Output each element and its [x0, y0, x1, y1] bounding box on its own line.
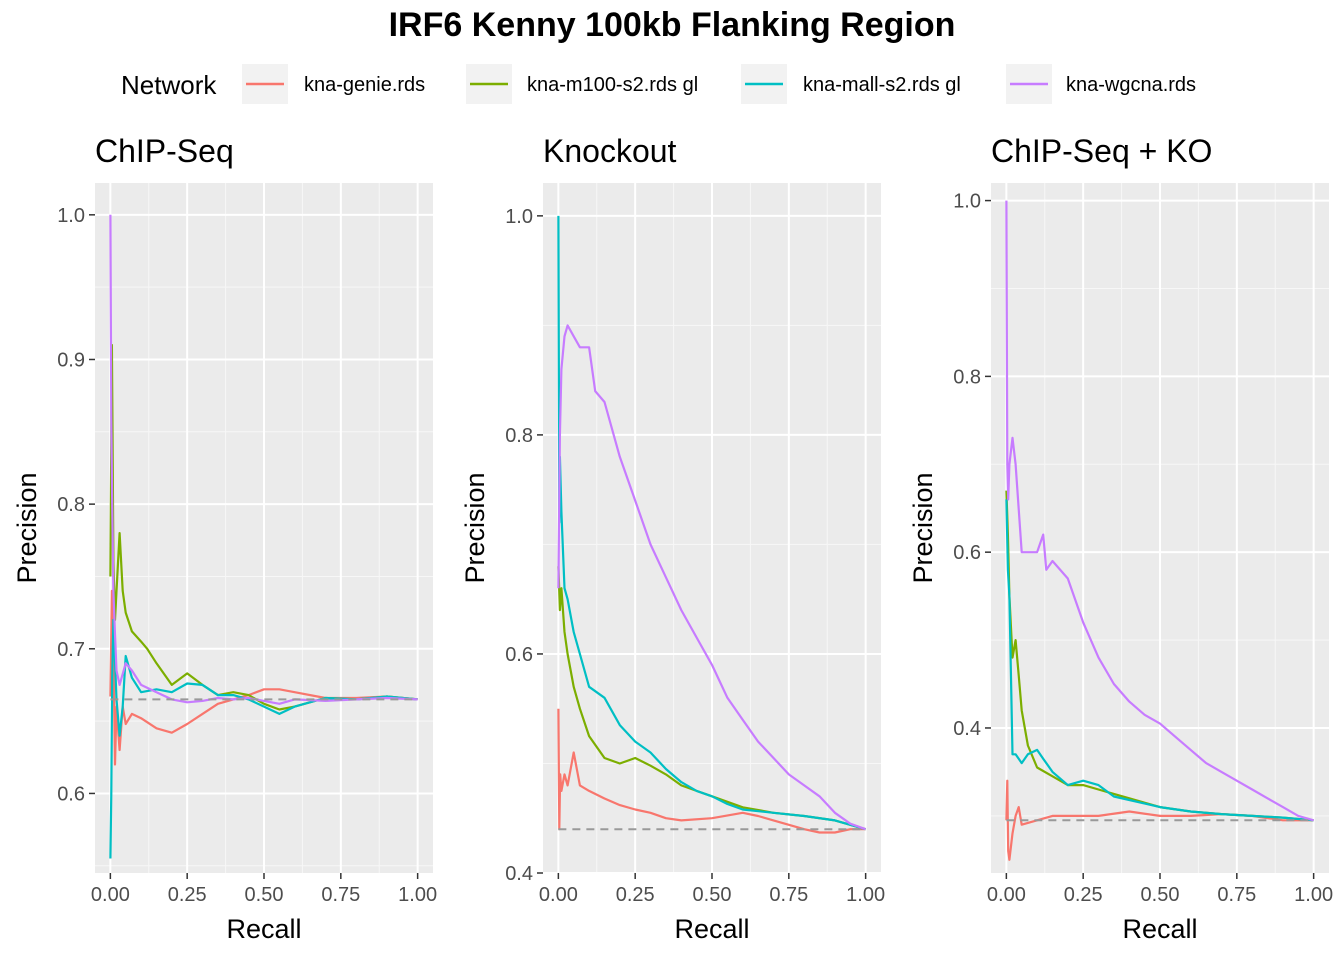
y-tick-label-chip-seq: 0.7 — [57, 639, 85, 661]
x-axis-title-knockout: Recall — [674, 914, 749, 944]
legend-title: Network — [121, 70, 217, 100]
series-line-chip-seq-0 — [109, 589, 418, 766]
y-axis-title-chip-seq: Precision — [12, 472, 42, 583]
y-tick-label-knockout: 0.8 — [505, 425, 533, 447]
x-tick-label-knockout: 0.75 — [769, 884, 808, 906]
y-tick-label-chip-seq-ko: 0.8 — [953, 366, 981, 388]
series-line-chip-seq-ko-3 — [1005, 200, 1314, 822]
y-tick-label-chip-seq: 0.8 — [57, 494, 85, 516]
ticks-knockout: 0.00 0.25 0.50 0.75 1.00 0.4 0.6 0.8 1.0 — [505, 206, 885, 906]
panel-knockout: Knockout 0.00 0.25 0.50 0.75 1.00 0.4 0.6 0.8 1.… — [460, 133, 885, 944]
y-tick-label-chip-seq-ko: 1.0 — [953, 191, 981, 213]
x-tick-label-chip-seq: 0.00 — [91, 884, 130, 906]
x-tick-label-chip-seq: 0.25 — [168, 884, 207, 906]
series-line-chip-seq-ko-2 — [1005, 499, 1314, 822]
legend-label-genie: kna-genie.rds — [304, 74, 425, 96]
y-tick-label-knockout: 0.6 — [505, 644, 533, 666]
legend-item-genie: kna-genie.rds — [242, 64, 425, 104]
panel-title-chip-seq-ko: ChIP-Seq + KO — [991, 133, 1212, 169]
legend-label-wgcna: kna-wgcna.rds — [1066, 74, 1196, 96]
x-tick-label-chip-seq-ko: 0.25 — [1064, 884, 1103, 906]
figure-title: IRF6 Kenny 100kb Flanking Region — [389, 6, 956, 44]
series-chip-seq — [109, 214, 418, 859]
y-tick-label-chip-seq: 1.0 — [57, 205, 85, 227]
series-line-chip-seq-2 — [109, 618, 418, 859]
y-tick-label-knockout: 1.0 — [505, 206, 533, 228]
y-tick-label-chip-seq: 0.6 — [57, 783, 85, 805]
ticks-chip-seq-ko: 0.00 0.25 0.50 0.75 1.00 0.4 0.6 0.8 1.0 — [953, 191, 1333, 906]
legend: Network kna-genie.rds kna-m100-s2.rds gl… — [121, 64, 1196, 104]
x-tick-label-chip-seq-ko: 0.50 — [1141, 884, 1180, 906]
x-tick-label-chip-seq: 1.00 — [398, 884, 437, 906]
x-axis-title-chip-seq: Recall — [226, 914, 301, 944]
series-knockout — [557, 215, 866, 834]
x-tick-label-chip-seq-ko: 0.00 — [987, 884, 1026, 906]
x-tick-label-chip-seq: 0.75 — [321, 884, 360, 906]
series-line-knockout-0 — [557, 708, 866, 834]
x-tick-label-chip-seq-ko: 0.75 — [1217, 884, 1256, 906]
y-tick-label-chip-seq: 0.9 — [57, 349, 85, 371]
y-tick-label-knockout: 0.4 — [505, 863, 533, 885]
x-tick-label-chip-seq: 0.50 — [245, 884, 284, 906]
grid-chip-seq — [95, 183, 433, 873]
panel-title-chip-seq: ChIP-Seq — [95, 133, 234, 169]
legend-item-mall: kna-mall-s2.rds gl — [741, 64, 961, 104]
legend-item-wgcna: kna-wgcna.rds — [1006, 64, 1196, 104]
legend-label-m100: kna-m100-s2.rds gl — [527, 74, 698, 96]
x-tick-label-knockout: 0.25 — [616, 884, 655, 906]
legend-item-m100: kna-m100-s2.rds gl — [466, 64, 698, 104]
x-tick-label-knockout: 1.00 — [846, 884, 885, 906]
x-tick-label-knockout: 0.50 — [693, 884, 732, 906]
series-chip-seq-ko — [1005, 200, 1314, 861]
x-axis-title-chip-seq-ko: Recall — [1122, 914, 1197, 944]
panel-chip-seq-ko: ChIP-Seq + KO 0.00 0.25 0.50 0.75 1.00 0.4 0.6… — [908, 133, 1333, 944]
panel-title-knockout: Knockout — [543, 133, 677, 169]
x-tick-label-chip-seq-ko: 1.00 — [1294, 884, 1333, 906]
y-tick-label-chip-seq-ko: 0.4 — [953, 718, 981, 740]
series-line-knockout-2 — [557, 215, 866, 831]
legend-label-mall: kna-mall-s2.rds gl — [803, 74, 961, 96]
y-tick-label-chip-seq-ko: 0.6 — [953, 542, 981, 564]
ticks-chip-seq: 0.00 0.25 0.50 0.75 1.00 0.6 0.7 0.8 0.9 1.0 — [57, 205, 437, 906]
x-tick-label-knockout: 0.00 — [539, 884, 578, 906]
y-axis-title-chip-seq-ko: Precision — [908, 472, 938, 583]
series-line-knockout-3 — [557, 324, 866, 831]
panel-chip-seq: ChIP-Seq 0.00 0.25 0.50 0.75 1.000.60.70.80.… — [12, 133, 437, 944]
y-axis-title-knockout: Precision — [460, 472, 490, 583]
